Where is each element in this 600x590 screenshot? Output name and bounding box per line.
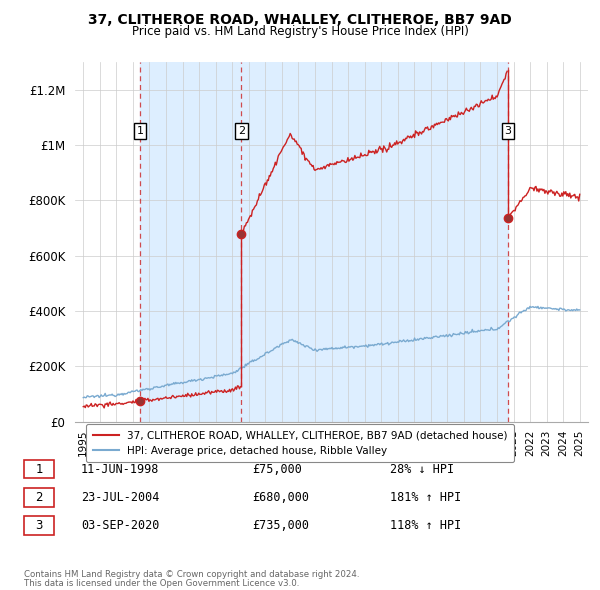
Text: 03-SEP-2020: 03-SEP-2020 [81, 519, 160, 532]
Text: 181% ↑ HPI: 181% ↑ HPI [390, 491, 461, 504]
Bar [241, 62, 508, 422]
Text: 1: 1 [137, 126, 144, 136]
Legend: 37, CLITHEROE ROAD, WHALLEY, CLITHEROE, BB7 9AD (detached house), HPI: Average p: 37, CLITHEROE ROAD, WHALLEY, CLITHEROE, … [86, 424, 514, 462]
Text: 37, CLITHEROE ROAD, WHALLEY, CLITHEROE, BB7 9AD: 37, CLITHEROE ROAD, WHALLEY, CLITHEROE, … [88, 13, 512, 27]
Text: 118% ↑ HPI: 118% ↑ HPI [390, 519, 461, 532]
Text: 2: 2 [238, 126, 245, 136]
Text: 3: 3 [505, 126, 512, 136]
Text: Price paid vs. HM Land Registry's House Price Index (HPI): Price paid vs. HM Land Registry's House … [131, 25, 469, 38]
Text: Contains HM Land Registry data © Crown copyright and database right 2024.: Contains HM Land Registry data © Crown c… [24, 571, 359, 579]
Bar [140, 62, 241, 422]
Text: 1: 1 [35, 463, 43, 476]
Text: £75,000: £75,000 [252, 463, 302, 476]
Text: 28% ↓ HPI: 28% ↓ HPI [390, 463, 454, 476]
Text: This data is licensed under the Open Government Licence v3.0.: This data is licensed under the Open Gov… [24, 579, 299, 588]
Text: £680,000: £680,000 [252, 491, 309, 504]
Text: 3: 3 [35, 519, 43, 532]
Text: 2: 2 [35, 491, 43, 504]
Text: 23-JUL-2004: 23-JUL-2004 [81, 491, 160, 504]
Text: 11-JUN-1998: 11-JUN-1998 [81, 463, 160, 476]
Text: £735,000: £735,000 [252, 519, 309, 532]
